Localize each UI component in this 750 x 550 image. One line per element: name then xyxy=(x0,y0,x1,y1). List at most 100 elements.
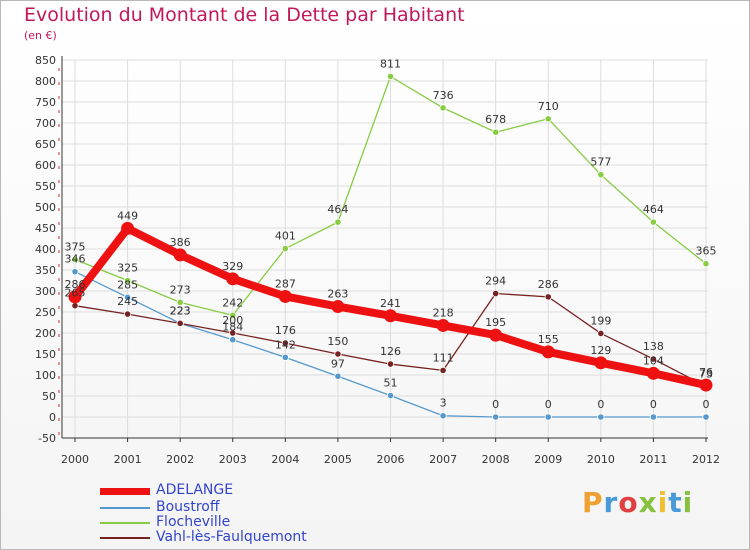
series-point-2 xyxy=(702,260,710,268)
x-tick-label: 2002 xyxy=(166,453,194,466)
data-label: 386 xyxy=(170,236,191,249)
x-tick-label: 2009 xyxy=(534,453,562,466)
data-label: 111 xyxy=(433,351,454,364)
x-tick-label: 2003 xyxy=(219,453,247,466)
series-point-2 xyxy=(229,311,237,319)
series-point-1 xyxy=(334,372,342,380)
legend-label-boustroff: Boustroff xyxy=(156,499,220,515)
unit-label: (en €) xyxy=(24,29,57,42)
data-label: 265 xyxy=(65,287,86,300)
legend-label-flocheville: Flocheville xyxy=(156,514,231,530)
series-point-2 xyxy=(386,72,395,80)
series-point-0 xyxy=(489,328,503,342)
y-tick-label: 800 xyxy=(35,75,56,88)
data-label: 294 xyxy=(485,275,506,288)
data-label: 223 xyxy=(170,304,191,317)
x-tick-label: 2004 xyxy=(271,453,299,466)
data-label: 200 xyxy=(222,314,243,327)
y-tick-label: 350 xyxy=(35,264,56,277)
series-point-2 xyxy=(334,218,342,226)
logo-letter: x xyxy=(638,486,658,519)
y-tick-label: 300 xyxy=(35,285,56,298)
data-label: 223 xyxy=(170,304,191,317)
series-point-3 xyxy=(281,339,289,347)
data-label: 325 xyxy=(117,262,138,275)
legend-swatch-vahl xyxy=(100,537,150,539)
data-label: 736 xyxy=(433,89,454,102)
y-tick-label: 200 xyxy=(35,327,56,340)
series-point-0 xyxy=(384,309,397,323)
y-tick-label: 50 xyxy=(42,390,56,403)
data-label: 0 xyxy=(492,398,499,411)
data-label: 195 xyxy=(485,316,506,329)
series-point-2 xyxy=(649,218,658,226)
x-tick-label: 2001 xyxy=(114,453,142,466)
data-label: 678 xyxy=(485,113,506,126)
series-point-3 xyxy=(649,355,658,363)
series-point-0 xyxy=(699,378,713,392)
logo-letter: r xyxy=(603,486,619,519)
series-point-1 xyxy=(229,336,237,344)
x-tick-label: 2007 xyxy=(429,453,457,466)
data-label: 287 xyxy=(275,277,296,290)
series-point-3 xyxy=(334,350,342,358)
y-tick-label: 250 xyxy=(35,306,56,319)
x-tick-label: 2010 xyxy=(587,453,615,466)
data-label: 286 xyxy=(538,278,559,291)
series-point-3 xyxy=(229,329,237,337)
x-tick-label: 2008 xyxy=(482,453,510,466)
data-label: 3 xyxy=(440,397,447,410)
legend-swatch-boustroff xyxy=(100,507,150,509)
series-point-3 xyxy=(544,293,552,301)
series-point-0 xyxy=(331,300,345,314)
data-label: 184 xyxy=(222,321,243,334)
proxiti-logo: Proxiti xyxy=(582,486,693,519)
series-point-1 xyxy=(123,293,132,301)
series-point-3 xyxy=(386,360,395,368)
data-label: 150 xyxy=(327,335,348,348)
series-point-1 xyxy=(492,413,500,421)
x-tick-label: 2012 xyxy=(692,453,720,466)
series-point-0 xyxy=(226,272,240,286)
data-label: 285 xyxy=(117,278,138,291)
data-label: 365 xyxy=(696,245,717,258)
series-point-2 xyxy=(123,276,132,285)
legend-swatch-flocheville xyxy=(100,522,150,524)
series-point-0 xyxy=(278,289,292,303)
y-tick-label: 150 xyxy=(35,348,56,361)
series-point-0 xyxy=(646,366,660,380)
data-label: 0 xyxy=(597,398,604,411)
chart-title: Evolution du Montant de la Dette par Hab… xyxy=(24,4,465,26)
y-tick-label: 100 xyxy=(35,369,56,382)
series-point-0 xyxy=(68,290,82,304)
data-label: 126 xyxy=(380,345,401,358)
legend-label-vahl: Vahl-lès-Faulquemont xyxy=(156,529,307,545)
logo-letter: i xyxy=(657,486,669,519)
y-tick-label: 850 xyxy=(35,54,56,67)
data-label: 464 xyxy=(327,203,348,216)
series-point-1 xyxy=(597,413,605,421)
y-tick-label: 450 xyxy=(35,222,56,235)
y-tick-label: -50 xyxy=(38,432,56,445)
series-point-3 xyxy=(492,289,500,298)
series-point-0 xyxy=(436,318,450,332)
y-tick-label: 600 xyxy=(35,159,56,172)
data-label: 0 xyxy=(703,398,710,411)
data-label: 76 xyxy=(699,366,713,379)
series-point-1 xyxy=(702,413,710,421)
data-label: 242 xyxy=(222,296,243,309)
logo-letter: P xyxy=(582,486,604,519)
logo-letter: t xyxy=(668,486,683,519)
data-label: 464 xyxy=(643,203,664,216)
series-point-2 xyxy=(281,244,289,253)
series-point-1 xyxy=(386,391,395,400)
legend-swatch-adelange xyxy=(100,488,150,495)
x-tick-label: 2000 xyxy=(61,453,89,466)
data-label: 104 xyxy=(643,354,664,367)
series-point-1 xyxy=(281,353,289,361)
data-label: 710 xyxy=(538,100,559,113)
y-tick-label: 550 xyxy=(35,180,56,193)
series-point-2 xyxy=(597,171,605,179)
series-point-2 xyxy=(176,298,184,306)
